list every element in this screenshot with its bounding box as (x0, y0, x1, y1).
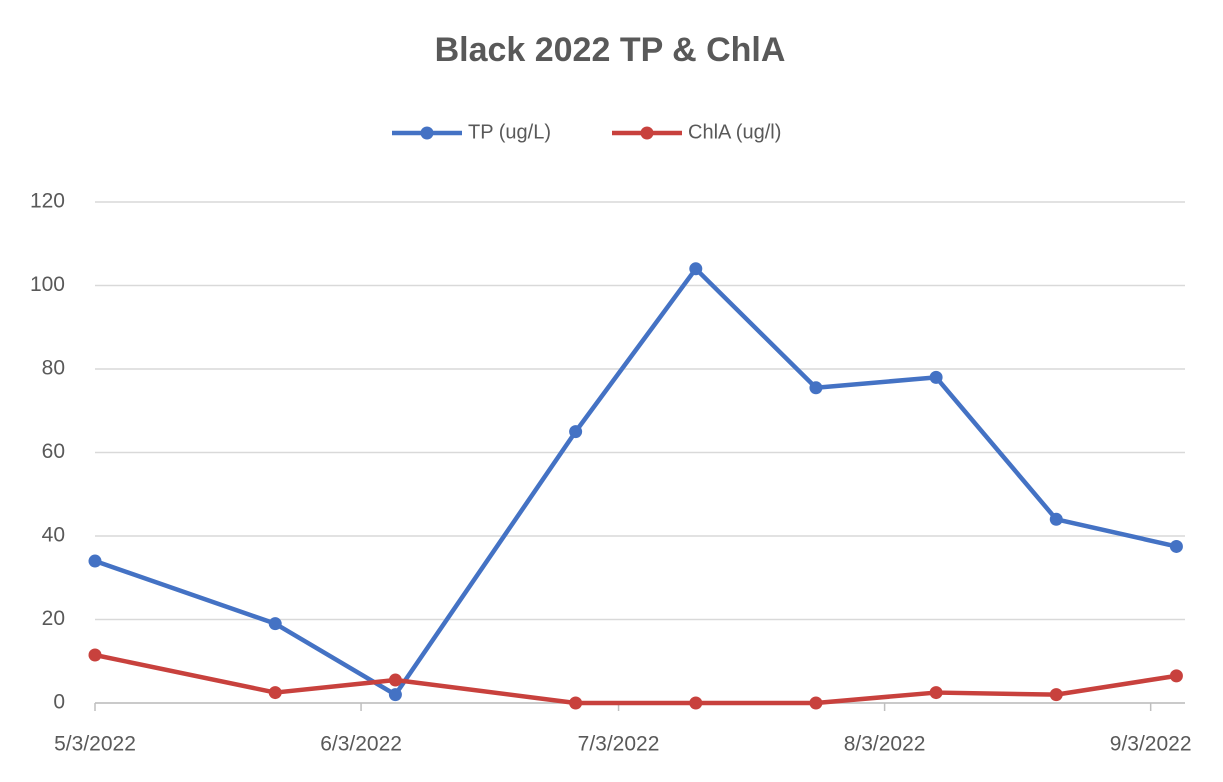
point (268, 617, 282, 631)
point (388, 673, 402, 687)
x-tick-label: 6/3/2022 (320, 733, 402, 756)
x-tick-label: 9/3/2022 (1110, 733, 1192, 756)
point (88, 554, 102, 568)
series-line (94, 266, 1177, 697)
x-tick-label: 5/3/2022 (54, 733, 136, 756)
point (388, 688, 402, 702)
point (929, 686, 943, 700)
point (809, 696, 823, 710)
point (809, 381, 823, 395)
point (268, 686, 282, 700)
y-tick-label: 100 (30, 273, 65, 296)
point (689, 696, 703, 710)
y-tick-label: 20 (42, 607, 65, 630)
point (1169, 669, 1183, 683)
point (1049, 512, 1063, 526)
y-tick-label: 60 (42, 440, 65, 463)
series-line (94, 652, 1177, 706)
y-tick-label: 0 (53, 691, 65, 714)
y-tick-label: 80 (42, 357, 65, 380)
point (1049, 688, 1063, 702)
point (88, 648, 102, 662)
point (929, 370, 943, 384)
legend-marker (640, 126, 654, 140)
y-tick-label: 40 (42, 524, 65, 547)
x-tick-label: 8/3/2022 (844, 733, 926, 756)
legend-label: ChlA (ug/l) (688, 121, 781, 143)
point (689, 262, 703, 276)
point (1169, 539, 1183, 553)
x-tick-label: 7/3/2022 (578, 733, 660, 756)
point (569, 696, 583, 710)
point (569, 425, 583, 439)
legend-label: TP (ug/L) (468, 121, 551, 143)
y-tick-label: 120 (30, 190, 65, 213)
chart-title: Black 2022 TP & ChlA (435, 31, 786, 69)
legend-marker (420, 126, 434, 140)
